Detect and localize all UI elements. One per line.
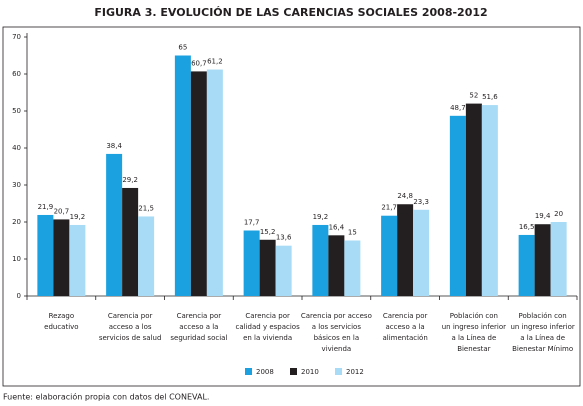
x-tick-label: seguridad social	[170, 334, 227, 342]
bar	[275, 245, 292, 296]
bar	[138, 216, 155, 296]
value-label: 65	[178, 44, 187, 52]
bar	[449, 115, 466, 296]
legend-swatch	[335, 368, 342, 375]
x-tick-label: Carencia por	[383, 312, 428, 320]
x-tick-label: acceso a la	[179, 323, 218, 331]
value-label: 16,4	[329, 223, 345, 231]
x-tick-label: Rezago	[49, 312, 75, 320]
bar	[190, 71, 207, 296]
x-tick-label: Carencia por	[245, 312, 290, 320]
bar	[397, 204, 414, 296]
x-tick-label: servicios de salud	[99, 334, 162, 342]
legend-swatch	[245, 368, 252, 375]
x-tick-label: a los servicios	[312, 323, 362, 331]
bar	[106, 153, 123, 296]
bar	[550, 222, 567, 296]
value-label: 15,2	[260, 228, 276, 236]
y-tick-label: 10	[12, 255, 21, 263]
y-tick-label: 70	[12, 33, 21, 41]
x-tick-label: a la Línea de	[451, 334, 496, 342]
value-label: 19,4	[535, 212, 551, 220]
value-label: 17,7	[244, 219, 260, 227]
value-label: 20	[554, 210, 563, 218]
value-label: 13,6	[276, 234, 292, 242]
value-label: 29,2	[122, 176, 138, 184]
bar	[465, 103, 482, 296]
value-label: 21,7	[381, 204, 397, 212]
x-tick-label: alimentación	[382, 334, 427, 342]
value-label: 38,4	[106, 142, 122, 150]
bar	[328, 235, 345, 296]
x-tick-label: a la Línea de	[520, 334, 565, 342]
value-label: 51,6	[482, 93, 498, 101]
y-tick-label: 60	[12, 70, 21, 78]
bar	[534, 224, 551, 296]
x-tick-label: calidad y espacios	[236, 323, 301, 331]
value-label: 24,8	[397, 192, 413, 200]
x-tick-label: Bienestar	[457, 345, 490, 353]
y-tick-label: 20	[12, 218, 21, 226]
x-tick-label: vivienda	[322, 345, 352, 353]
value-label: 60,7	[191, 59, 207, 67]
x-tick-label: Carencia por	[108, 312, 153, 320]
value-label: 19,2	[70, 213, 86, 221]
bar	[312, 224, 329, 296]
legend-swatch	[290, 368, 297, 375]
value-label: 15	[348, 229, 357, 237]
value-label: 20,7	[54, 207, 70, 215]
x-tick-label: acceso a los	[109, 323, 152, 331]
bar	[174, 55, 191, 296]
legend-label: 2008	[256, 368, 274, 376]
x-tick-label: Bienestar Mínimo	[512, 345, 573, 353]
y-tick-label: 30	[12, 181, 21, 189]
value-label: 48,7	[450, 104, 466, 112]
x-tick-label: Carencia por	[177, 312, 222, 320]
bar	[344, 240, 361, 296]
x-tick-label: Población con	[450, 312, 498, 320]
legend-label: 2012	[346, 368, 364, 376]
bar	[122, 187, 139, 296]
bar	[243, 230, 260, 296]
value-label: 52	[469, 92, 478, 100]
x-tick-label: básicos en la	[314, 334, 360, 342]
bar	[381, 215, 398, 296]
frame	[2, 26, 581, 387]
value-label: 16,5	[519, 223, 535, 231]
x-tick-label: acceso a la	[386, 323, 425, 331]
bar	[206, 69, 223, 296]
bar	[413, 209, 430, 296]
y-tick-label: 40	[12, 144, 21, 152]
bar	[53, 219, 70, 296]
value-label: 61,2	[207, 58, 223, 66]
x-tick-label: un ingreso inferior	[442, 323, 506, 331]
value-label: 21,5	[138, 204, 154, 212]
value-label: 23,3	[413, 198, 429, 206]
y-tick-label: 50	[12, 107, 21, 115]
bar	[259, 239, 276, 296]
value-label: 19,2	[313, 213, 329, 221]
bar	[37, 214, 54, 296]
bar	[481, 105, 498, 296]
x-tick-label: un ingreso inferior	[511, 323, 575, 331]
x-tick-label: en la vivienda	[243, 334, 292, 342]
x-tick-label: Carencia por acceso	[301, 312, 372, 320]
legend-label: 2010	[301, 368, 319, 376]
x-tick-label: educativo	[44, 323, 78, 331]
x-tick-label: Población con	[519, 312, 567, 320]
bar	[518, 234, 535, 296]
source: Fuente: elaboración propia con datos del…	[3, 392, 209, 402]
chart-title: FIGURA 3. EVOLUCIÓN DE LAS CARENCIAS SOC…	[94, 6, 487, 19]
value-label: 21,9	[38, 203, 54, 211]
y-tick-label: 0	[17, 292, 21, 300]
bar	[69, 224, 86, 296]
